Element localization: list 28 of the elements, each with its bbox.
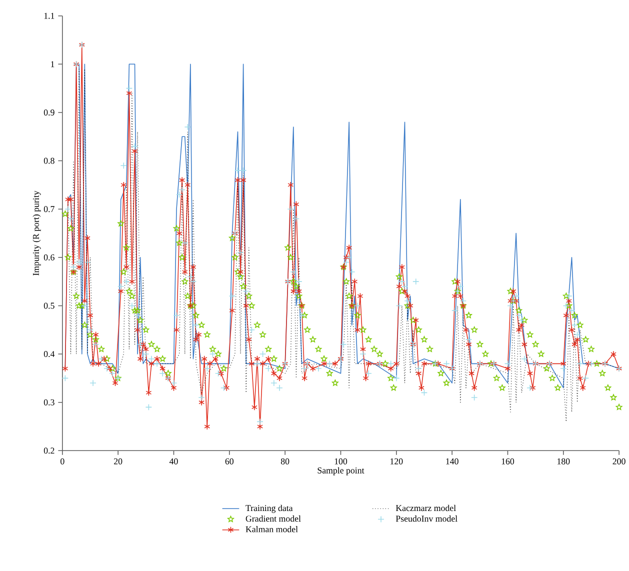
y-tick-label: 0.7 <box>44 206 54 212</box>
legend-label: PseudoInv model <box>396 516 458 522</box>
legend-label: Kalman model <box>246 526 298 533</box>
y-tick-label: 0.8 <box>44 158 54 164</box>
y-axis-title: Impurity (R port) purity <box>32 190 41 276</box>
x-tick-label: 60 <box>225 458 234 465</box>
y-tick-label: 0.4 <box>44 351 55 358</box>
y-tick-label: 0.2 <box>44 448 54 454</box>
y-tick-label: 0.5 <box>44 302 54 309</box>
legend-label: Kaczmarz model <box>396 505 456 512</box>
x-axis-title: Sample point <box>318 467 364 476</box>
x-tick-label: 0 <box>60 458 64 465</box>
x-tick-label: 180 <box>558 458 570 465</box>
x-tick-label: 120 <box>390 458 403 465</box>
legend-label: Training data <box>246 505 293 514</box>
x-tick-label: 200 <box>612 458 626 465</box>
legend-label: Gradient model <box>246 516 301 522</box>
x-tick-label: 80 <box>280 458 290 465</box>
y-tick-label: 0.9 <box>44 110 54 116</box>
x-tick-label: 100 <box>334 458 348 465</box>
x-tick-label: 140 <box>446 458 458 465</box>
x-tick-label: 40 <box>169 458 178 465</box>
x-tick-label: 160 <box>502 458 514 465</box>
y-tick-label: 0.6 <box>44 254 54 261</box>
y-tick-label: 0.3 <box>44 400 54 406</box>
y-tick-label: 1 <box>51 61 54 68</box>
y-tick-label: 1.1 <box>44 13 54 20</box>
x-tick-label: 20 <box>114 458 122 465</box>
